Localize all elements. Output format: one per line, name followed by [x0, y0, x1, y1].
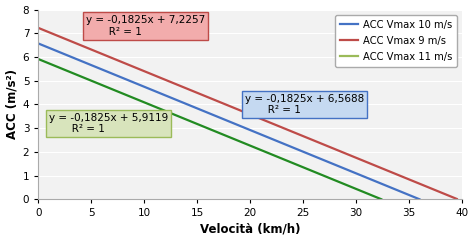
ACC Vmax 11 m/s [236, 140, 242, 142]
ACC Vmax 9 m/s [36, 27, 41, 29]
Legend: ACC Vmax 10 m/s, ACC Vmax 9 m/s, ACC Vmax 11 m/s: ACC Vmax 10 m/s, ACC Vmax 9 m/s, ACC Vma… [335, 14, 457, 67]
Line: ACC Vmax 9 m/s: ACC Vmax 9 m/s [38, 28, 457, 199]
Line: ACC Vmax 11 m/s: ACC Vmax 11 m/s [38, 59, 381, 199]
ACC Vmax 11 m/s [55, 66, 61, 68]
Text: y = -0,1825x + 5,9119
       R² = 1: y = -0,1825x + 5,9119 R² = 1 [49, 113, 168, 134]
ACC Vmax 9 m/s [390, 171, 396, 174]
Text: y = -0,1825x + 7,2257
       R² = 1: y = -0,1825x + 7,2257 R² = 1 [86, 15, 205, 37]
ACC Vmax 10 m/s [311, 155, 317, 158]
Line: ACC Vmax 10 m/s: ACC Vmax 10 m/s [38, 43, 419, 199]
ACC Vmax 11 m/s [349, 186, 355, 189]
ACC Vmax 10 m/s [78, 59, 83, 62]
ACC Vmax 9 m/s [312, 140, 318, 142]
ACC Vmax 10 m/s [401, 191, 406, 194]
ACC Vmax 10 m/s [417, 198, 422, 201]
ACC Vmax 10 m/s [410, 195, 416, 198]
ACC Vmax 10 m/s [99, 68, 105, 71]
ACC Vmax 11 m/s [36, 58, 41, 60]
ACC Vmax 11 m/s [116, 91, 122, 94]
ACC Vmax 9 m/s [454, 197, 460, 200]
ACC Vmax 9 m/s [308, 138, 314, 141]
ACC Vmax 11 m/s [346, 184, 351, 187]
ACC Vmax 11 m/s [80, 76, 85, 79]
X-axis label: Velocità (km/h): Velocità (km/h) [200, 222, 301, 235]
ACC Vmax 11 m/s [378, 198, 384, 201]
ACC Vmax 9 m/s [399, 175, 404, 178]
ACC Vmax 9 m/s [335, 149, 341, 152]
ACC Vmax 10 m/s [250, 130, 256, 133]
ACC Vmax 9 m/s [295, 133, 301, 135]
Y-axis label: ACC (m/s²): ACC (m/s²) [6, 69, 18, 139]
Text: y = -0,1825x + 6,5688
       R² = 1: y = -0,1825x + 6,5688 R² = 1 [245, 94, 364, 115]
ACC Vmax 10 m/s [36, 42, 41, 45]
